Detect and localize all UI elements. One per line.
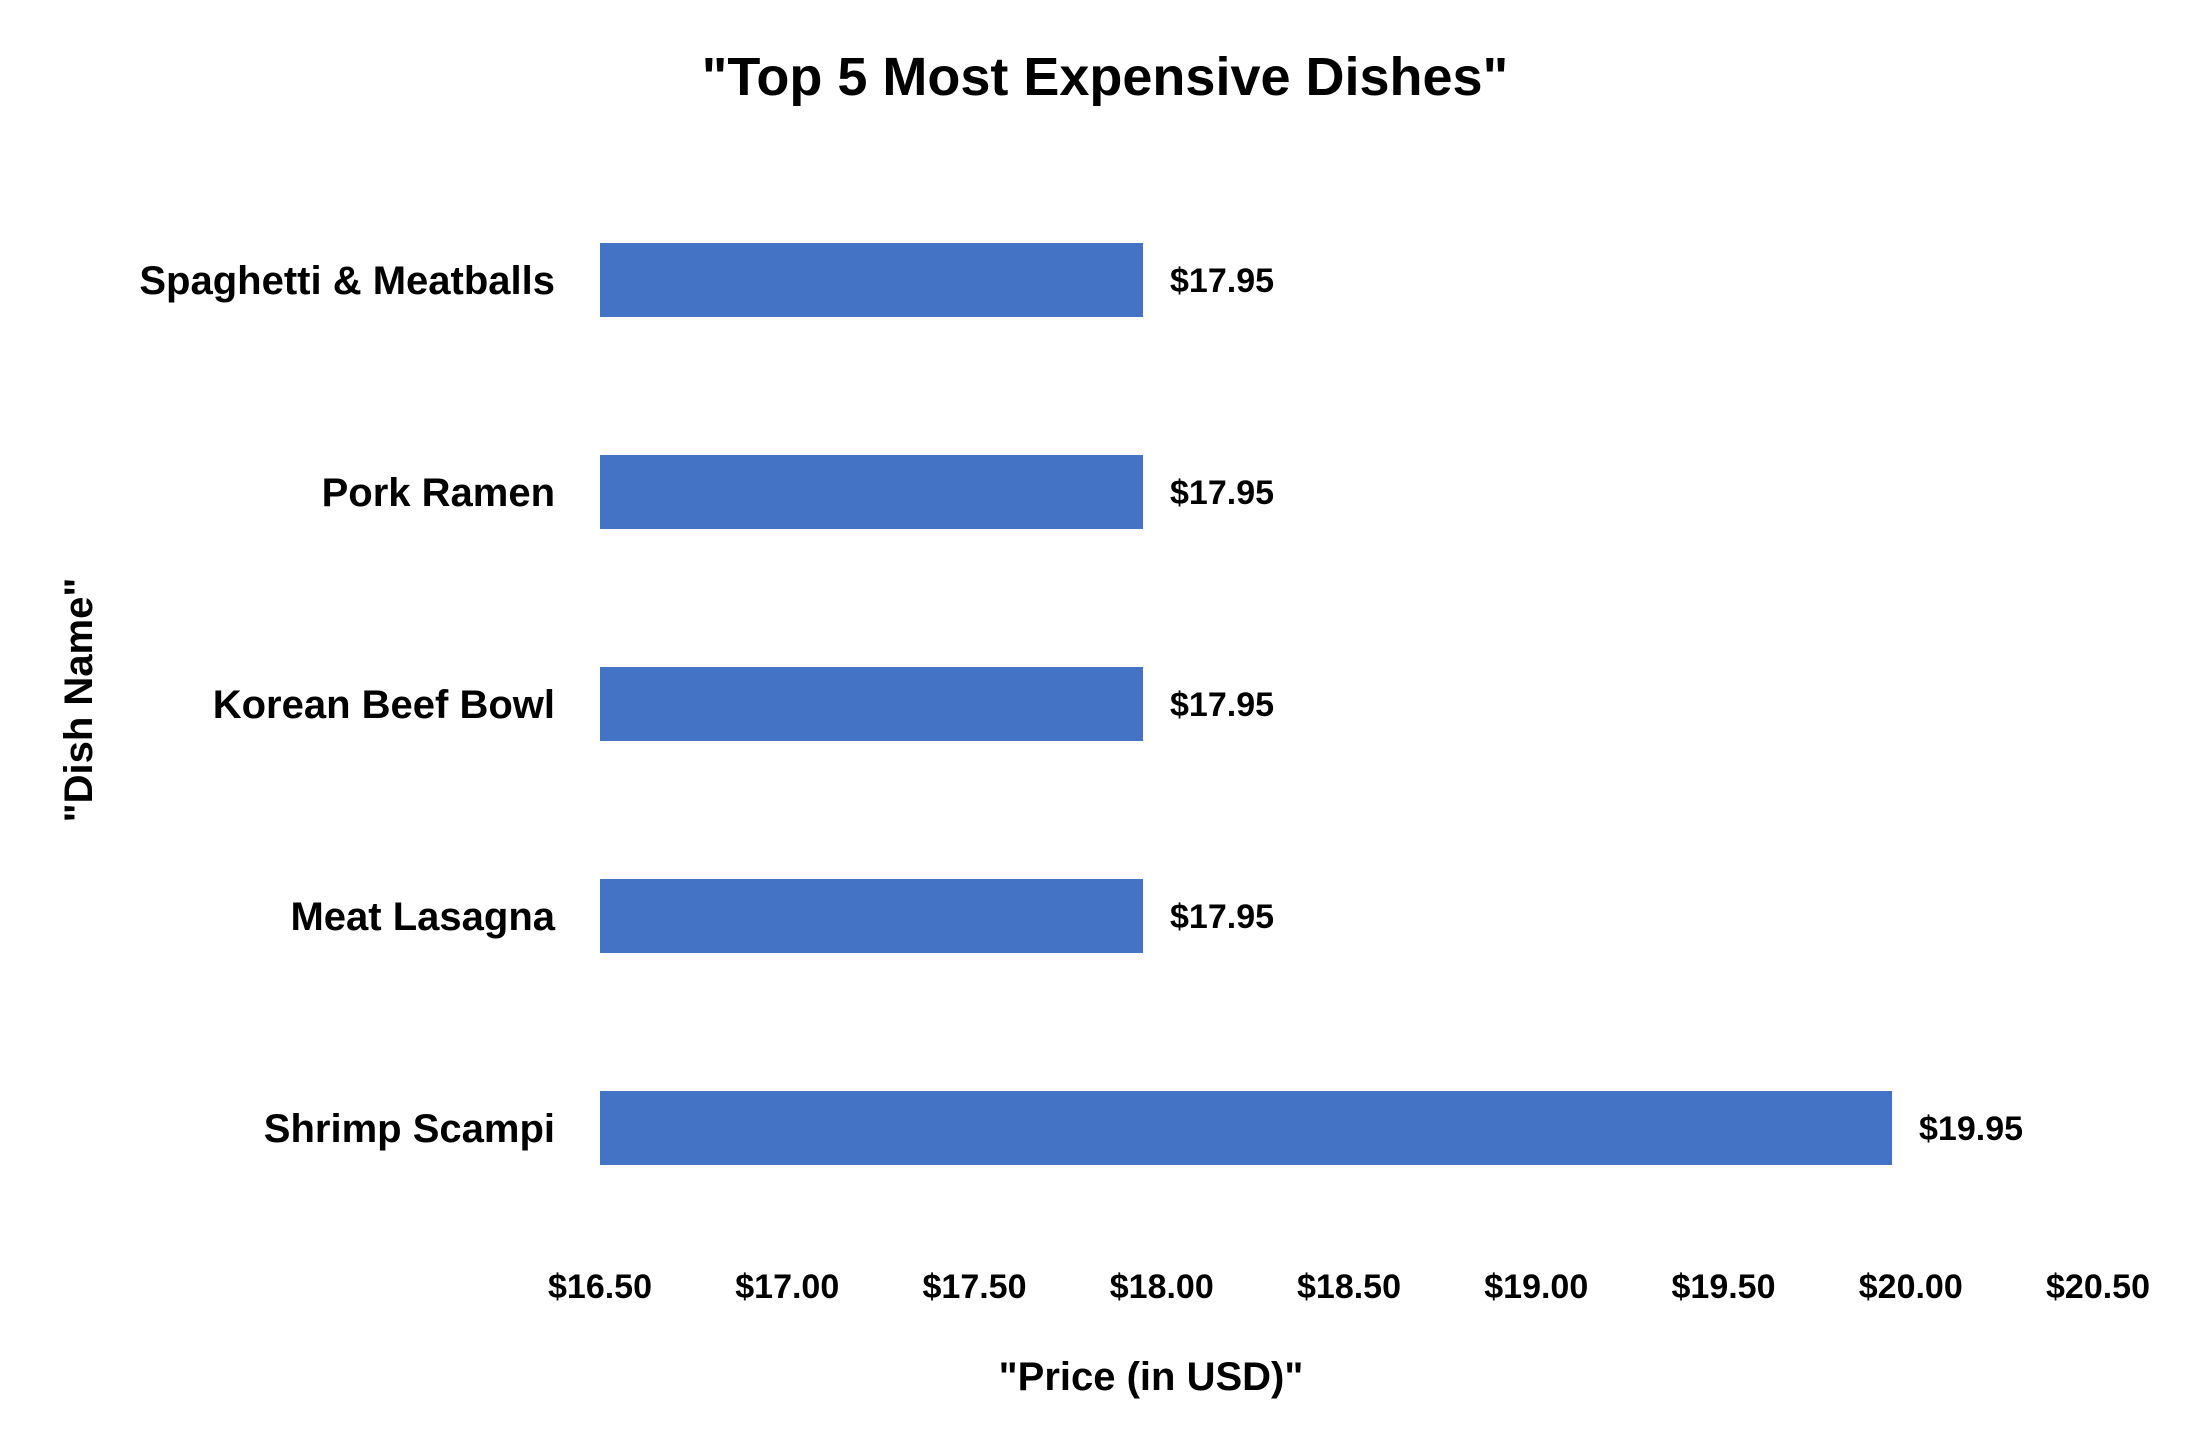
data-label-3: $17.95 (1170, 898, 1274, 936)
x-tick-label-4: $18.50 (1297, 1268, 1401, 1306)
category-label-4: Shrimp Scampi (264, 1107, 555, 1151)
x-tick-label-8: $20.50 (2046, 1268, 2150, 1306)
category-label-0: Spaghetti & Meatballs (139, 259, 555, 303)
x-tick-label-3: $18.00 (1110, 1268, 1214, 1306)
x-tick-label-1: $17.00 (735, 1268, 839, 1306)
data-label-0: $17.95 (1170, 262, 1274, 300)
bar-0 (600, 243, 1144, 317)
y-axis-title: "Dish Name" (57, 578, 101, 823)
plot-area: Spaghetti & Meatballs $17.95 Pork Ramen $17… (139, 243, 2150, 1306)
data-label-4: $19.95 (1919, 1110, 2023, 1148)
category-label-1: Pork Ramen (322, 471, 555, 515)
bar-1 (600, 455, 1144, 529)
category-label-3: Meat Lasagna (290, 895, 555, 939)
bar-2 (600, 667, 1144, 741)
x-tick-label-2: $17.50 (923, 1268, 1027, 1306)
chart-title: "Top 5 Most Expensive Dishes" (702, 47, 1508, 107)
data-label-2: $17.95 (1170, 686, 1274, 724)
x-tick-label-6: $19.50 (1672, 1268, 1776, 1306)
bar-4 (600, 1091, 1893, 1165)
x-tick-label-7: $20.00 (1859, 1268, 1963, 1306)
x-tick-label-5: $19.00 (1484, 1268, 1588, 1306)
data-label-1: $17.95 (1170, 474, 1274, 512)
bar-3 (600, 879, 1144, 953)
category-label-2: Korean Beef Bowl (213, 683, 555, 727)
x-tick-label-0: $16.50 (548, 1268, 652, 1306)
x-axis-title: "Price (in USD)" (999, 1355, 1304, 1399)
